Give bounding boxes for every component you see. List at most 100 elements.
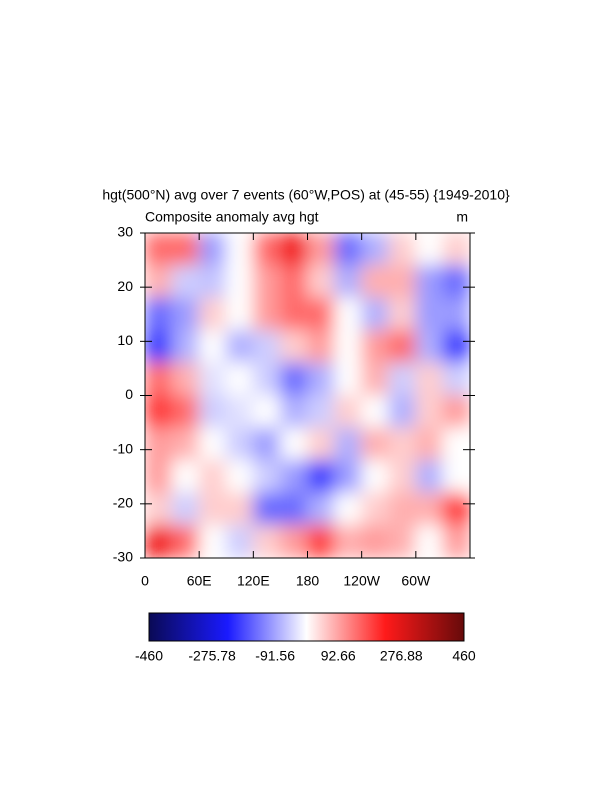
field-cell	[415, 233, 444, 266]
field-cell	[145, 265, 173, 299]
field-cell	[334, 395, 363, 429]
field-cell	[279, 330, 308, 364]
field-cell	[279, 233, 308, 266]
field-cell	[307, 297, 336, 331]
x-tick-label: 0	[141, 573, 149, 589]
field-cell	[171, 427, 200, 461]
field-cell	[252, 233, 281, 266]
field-cell	[279, 362, 308, 396]
field-cell	[442, 460, 470, 494]
subtitle-left: Composite anomaly avg hgt	[145, 209, 319, 225]
field-cell	[388, 265, 417, 299]
field-cell	[334, 525, 363, 558]
field-cell	[415, 427, 444, 461]
field-cell	[145, 460, 173, 494]
field-cell	[198, 265, 227, 299]
y-tick-label: -20	[113, 495, 133, 511]
y-tick-label: 20	[117, 278, 133, 294]
field-cell	[279, 460, 308, 494]
field-cell	[225, 525, 254, 558]
field-cell	[171, 297, 200, 331]
field-cell	[307, 265, 336, 299]
field-cell	[145, 525, 173, 558]
colorbar-label: 92.66	[321, 648, 356, 664]
field-cell	[307, 330, 336, 364]
field-cell	[361, 395, 390, 429]
field-cell	[388, 297, 417, 331]
field-cell	[442, 492, 470, 526]
field-cell	[442, 233, 470, 266]
field-cell	[307, 233, 336, 266]
x-tick-label: 60E	[187, 573, 212, 589]
field-cell	[361, 233, 390, 266]
field-cell	[307, 492, 336, 526]
field-cell	[361, 265, 390, 299]
colorbar-label: 276.88	[380, 648, 423, 664]
field-cell	[388, 395, 417, 429]
field-cell	[307, 525, 336, 558]
field-cell	[171, 492, 200, 526]
field-cell	[145, 395, 173, 429]
field-cell	[415, 395, 444, 429]
field-cell	[442, 525, 470, 558]
field-cell	[307, 460, 336, 494]
field-cell	[225, 492, 254, 526]
field-cell	[252, 362, 281, 396]
field-cell	[252, 330, 281, 364]
field-cell	[334, 233, 363, 266]
field-cell	[252, 427, 281, 461]
field-cell	[361, 492, 390, 526]
chart-title: hgt(500°N) avg over 7 events (60°W,POS) …	[102, 187, 510, 203]
field-cell	[307, 362, 336, 396]
x-tick-label: 120E	[237, 573, 270, 589]
colorbar-label: -460	[135, 648, 163, 664]
field-cell	[361, 460, 390, 494]
field-cell	[361, 330, 390, 364]
x-tick-label: 60W	[401, 573, 431, 589]
field-cell	[334, 427, 363, 461]
field-cell	[442, 427, 470, 461]
colorbar-label: -275.78	[188, 648, 236, 664]
y-tick-label: 0	[125, 386, 133, 402]
field-cell	[334, 362, 363, 396]
field-cell	[252, 460, 281, 494]
field-cell	[279, 492, 308, 526]
field-cell	[415, 297, 444, 331]
field-cell	[225, 427, 254, 461]
field-cell	[279, 427, 308, 461]
field-cell	[252, 265, 281, 299]
field-cell	[171, 265, 200, 299]
colorbar	[148, 612, 465, 642]
field-cell	[198, 395, 227, 429]
field-cell	[171, 525, 200, 558]
field-cell	[225, 265, 254, 299]
field-cell	[171, 233, 200, 266]
field-cell	[171, 330, 200, 364]
field-cell	[388, 330, 417, 364]
field-cell	[145, 233, 173, 266]
field-cell	[145, 492, 173, 526]
field-cell	[334, 297, 363, 331]
field-cell	[415, 525, 444, 558]
field-cell	[361, 362, 390, 396]
field-cell	[415, 492, 444, 526]
field-cell	[442, 395, 470, 429]
subtitle-right: m	[456, 209, 468, 225]
y-tick-label: 30	[117, 224, 133, 240]
field-cell	[388, 427, 417, 461]
field-cell	[171, 395, 200, 429]
field-cell	[388, 460, 417, 494]
field-cell	[307, 395, 336, 429]
field-cell	[442, 297, 470, 331]
field-cell	[442, 362, 470, 396]
field-cell	[334, 265, 363, 299]
field-cell	[198, 427, 227, 461]
field-cell	[334, 492, 363, 526]
field-cell	[145, 427, 173, 461]
field-cell	[252, 492, 281, 526]
field-cell	[171, 460, 200, 494]
field-cell	[225, 395, 254, 429]
field-cell	[307, 427, 336, 461]
x-tick-label: 180	[296, 573, 320, 589]
